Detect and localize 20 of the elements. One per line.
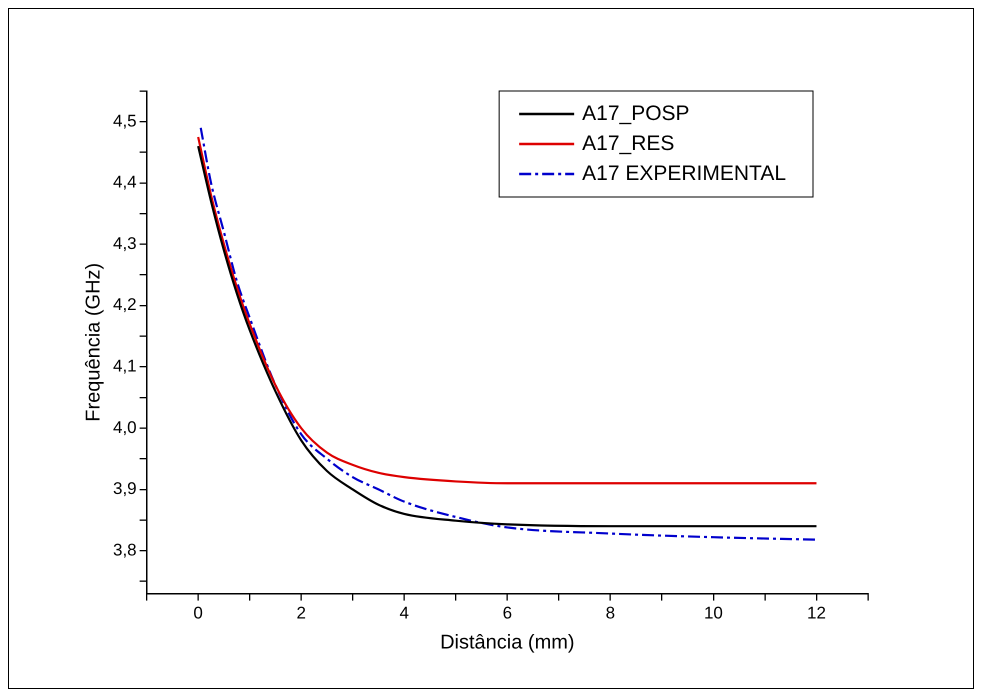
y-tick-label: 4,3 [112,234,137,253]
x-tick-label: 10 [704,603,723,622]
y-tick-label: 3,9 [112,479,137,498]
x-tick-label: 8 [606,603,616,622]
legend-label: A17_RES [582,132,674,155]
y-axis-title: Frequência (GHz) [82,262,105,422]
y-tick-label: 4,1 [112,356,137,376]
y-tick-label: 4,2 [112,295,137,314]
x-tick-label: 0 [193,603,203,622]
x-tick-label: 2 [296,603,306,622]
x-tick-label: 12 [807,603,826,622]
y-tick-label: 4,4 [112,172,137,192]
x-tick-label: 4 [400,603,409,622]
y-tick-label: 4,5 [112,111,137,130]
legend-label: A17 EXPERIMENTAL [582,162,786,185]
legend-label: A17_POSP [582,102,690,125]
y-tick-label: 3,8 [112,540,137,560]
x-tick-label: 6 [502,603,512,622]
x-axis-title: Distância (mm) [440,632,575,654]
y-tick-label: 4,0 [112,418,137,437]
